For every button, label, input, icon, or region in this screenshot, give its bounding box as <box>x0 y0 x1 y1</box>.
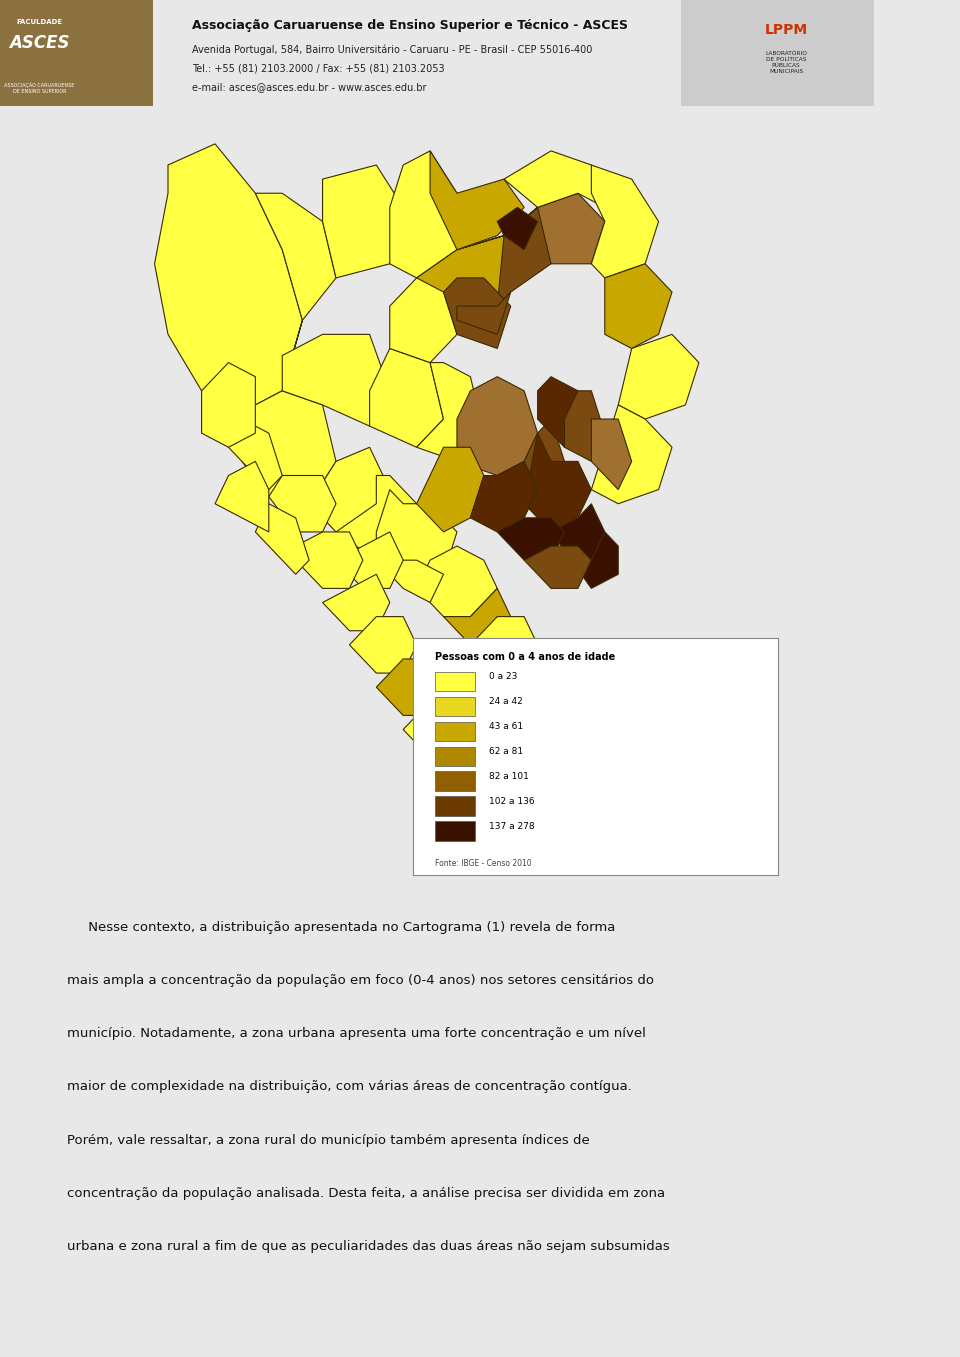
Polygon shape <box>504 151 605 208</box>
Polygon shape <box>430 151 524 250</box>
Text: urbana e zona rural a fim de que as peculiaridades das duas áreas não sejam subs: urbana e zona rural a fim de que as pecu… <box>67 1240 670 1253</box>
Polygon shape <box>309 448 390 532</box>
Polygon shape <box>618 334 699 419</box>
Bar <box>0 0 153 106</box>
Polygon shape <box>497 208 538 250</box>
Polygon shape <box>336 475 417 560</box>
Text: Nesse contexto, a distribuição apresentada no Cartograma (1) revela de forma: Nesse contexto, a distribuição apresenta… <box>67 921 615 934</box>
Polygon shape <box>444 589 511 645</box>
Text: Tel.: +55 (81) 2103.2000 / Fax: +55 (81) 2103.2053: Tel.: +55 (81) 2103.2000 / Fax: +55 (81)… <box>192 64 444 73</box>
Bar <box>435 821 475 841</box>
Bar <box>435 672 475 691</box>
Polygon shape <box>349 616 417 673</box>
Polygon shape <box>390 151 457 278</box>
Polygon shape <box>504 193 605 263</box>
Text: Porém, vale ressaltar, a zona rural do município também apresenta índices de: Porém, vale ressaltar, a zona rural do m… <box>67 1133 590 1147</box>
Polygon shape <box>376 490 457 589</box>
Polygon shape <box>282 334 390 426</box>
Polygon shape <box>564 391 605 461</box>
Text: Pessoas com 0 a 4 anos de idade: Pessoas com 0 a 4 anos de idade <box>435 653 615 662</box>
Polygon shape <box>296 532 363 589</box>
Text: 43 a 61: 43 a 61 <box>490 722 523 731</box>
Text: mais ampla a concentração da população em foco (0-4 anos) nos setores censitário: mais ampla a concentração da população e… <box>67 974 654 987</box>
Polygon shape <box>390 278 457 362</box>
Text: 137 a 278: 137 a 278 <box>490 822 535 830</box>
Polygon shape <box>403 702 470 757</box>
Polygon shape <box>591 404 672 503</box>
Text: LABORATÓRIO
DE POLÍTICAS
PÚBLICAS
MUNICIPAIS: LABORATÓRIO DE POLÍTICAS PÚBLICAS MUNICI… <box>765 50 807 75</box>
Polygon shape <box>497 419 564 503</box>
Bar <box>435 696 475 716</box>
Bar <box>435 772 475 791</box>
Bar <box>435 797 475 816</box>
Polygon shape <box>323 166 403 278</box>
Bar <box>435 722 475 741</box>
Text: 0 a 23: 0 a 23 <box>490 672 517 681</box>
Polygon shape <box>551 503 605 560</box>
Polygon shape <box>242 391 336 503</box>
Polygon shape <box>269 475 336 532</box>
Polygon shape <box>228 419 282 490</box>
Polygon shape <box>591 166 659 278</box>
Text: ASCES: ASCES <box>9 34 69 52</box>
Bar <box>682 0 874 106</box>
Polygon shape <box>444 278 511 349</box>
Text: ASSOCIAÇÃO CARUARUENSE
DE ENSINO SUPERIOR: ASSOCIAÇÃO CARUARUENSE DE ENSINO SUPERIO… <box>4 83 75 94</box>
Text: 62 a 81: 62 a 81 <box>490 748 523 756</box>
Polygon shape <box>524 546 591 589</box>
Text: 102 a 136: 102 a 136 <box>490 797 535 806</box>
Text: 24 a 42: 24 a 42 <box>490 697 523 706</box>
Text: Associação Caruaruense de Ensino Superior e Técnico - ASCES: Associação Caruaruense de Ensino Superio… <box>192 19 628 33</box>
Polygon shape <box>417 362 484 461</box>
Polygon shape <box>591 419 632 490</box>
Polygon shape <box>155 144 302 404</box>
Polygon shape <box>457 292 511 334</box>
Polygon shape <box>524 433 591 532</box>
Polygon shape <box>336 532 403 589</box>
Polygon shape <box>470 461 538 532</box>
Polygon shape <box>376 660 444 715</box>
Text: maior de complexidade na distribuição, com várias áreas de concentração contígua: maior de complexidade na distribuição, c… <box>67 1080 632 1094</box>
Polygon shape <box>457 377 538 475</box>
Text: concentração da população analisada. Desta feita, a análise precisa ser dividida: concentração da população analisada. Des… <box>67 1186 665 1200</box>
Text: Avenida Portugal, 584, Bairro Universitário - Caruaru - PE - Brasil - CEP 55016-: Avenida Portugal, 584, Bairro Universitá… <box>192 45 592 54</box>
Text: município. Notadamente, a zona urbana apresenta uma forte concentração e um níve: município. Notadamente, a zona urbana ap… <box>67 1027 646 1041</box>
Polygon shape <box>255 503 309 574</box>
Polygon shape <box>215 461 269 532</box>
Polygon shape <box>376 560 444 603</box>
Polygon shape <box>470 616 538 673</box>
Polygon shape <box>497 518 564 560</box>
Text: FACULDADE: FACULDADE <box>16 19 62 24</box>
Text: Fonte: IBGE - Censo 2010: Fonte: IBGE - Censo 2010 <box>435 859 531 868</box>
Polygon shape <box>417 546 497 616</box>
Text: 82 a 101: 82 a 101 <box>490 772 529 782</box>
Polygon shape <box>255 193 336 391</box>
Bar <box>435 746 475 765</box>
Text: LPPM: LPPM <box>765 23 807 37</box>
Polygon shape <box>202 362 255 448</box>
Polygon shape <box>323 574 390 631</box>
Polygon shape <box>370 349 444 448</box>
Text: e-mail: asces@asces.edu.br - www.asces.edu.br: e-mail: asces@asces.edu.br - www.asces.e… <box>192 83 426 92</box>
Polygon shape <box>538 377 591 448</box>
Polygon shape <box>571 532 618 589</box>
Polygon shape <box>417 236 524 320</box>
Polygon shape <box>605 263 672 349</box>
Polygon shape <box>417 448 484 532</box>
Polygon shape <box>457 208 564 307</box>
